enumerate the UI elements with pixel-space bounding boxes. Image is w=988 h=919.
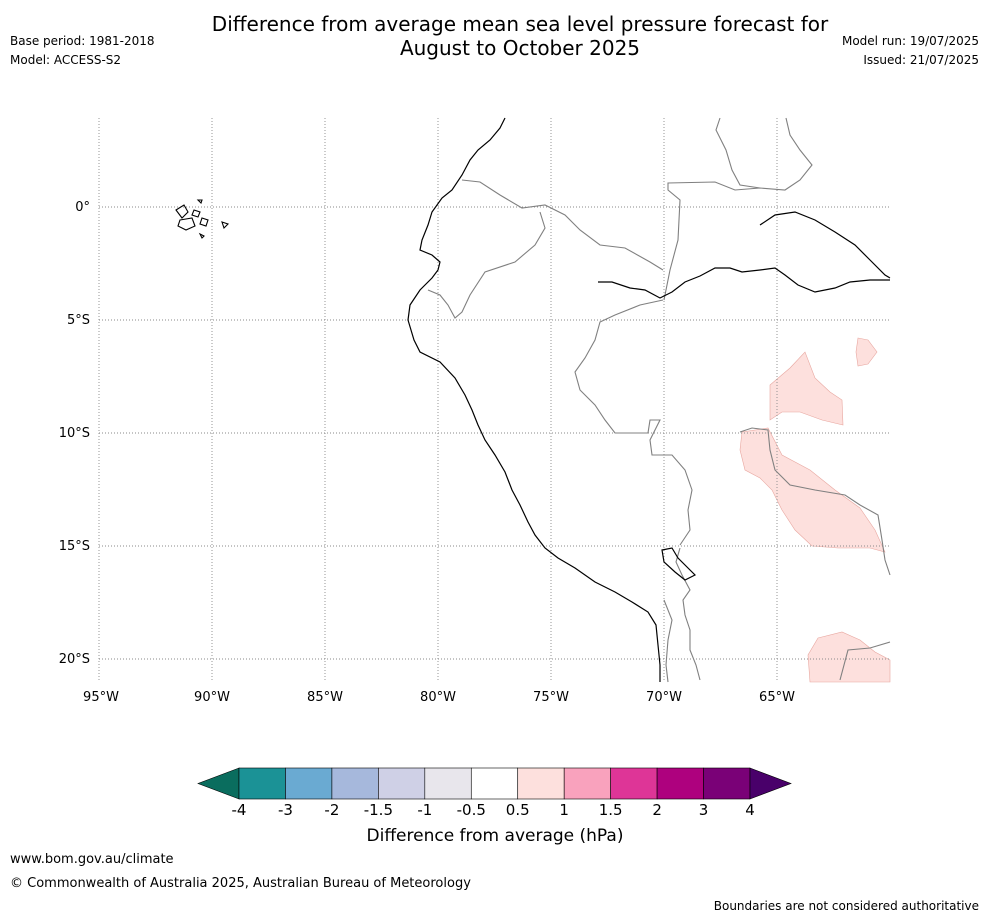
border-peru-bolivia [675, 547, 701, 681]
model-name: Model: ACCESS-S2 [10, 53, 122, 67]
colorbar-tick-label: -1.5 [364, 801, 393, 819]
lon-label: 95°W [83, 690, 119, 705]
colorbar-segment [238, 767, 286, 800]
colorbar-tick-label: -0.5 [457, 801, 486, 819]
border-peru-brazil [574, 299, 693, 546]
lon-label: 65°W [759, 690, 795, 705]
colorbar-tick-label: 1.5 [599, 801, 623, 819]
lon-label: 85°W [307, 690, 343, 705]
lon-label: 90°W [194, 690, 230, 705]
border-ecuador-peru [427, 211, 546, 319]
colorbar-tick-label: 1 [559, 801, 569, 819]
shading-region-south [807, 631, 891, 683]
meta-right: Model run: 19/07/2025 Issued: 21/07/2025 [842, 32, 979, 70]
colorbar-tick-label: 3 [699, 801, 709, 819]
colorbar-extend-low [197, 767, 240, 800]
colorbar-segment [470, 767, 519, 800]
colorbar-tick-label: 4 [745, 801, 755, 819]
footer-copyright: © Commonwealth of Australia 2025, Austra… [10, 876, 471, 891]
colorbar: -4 -3 -2 -1.5 -1 -0.5 0.5 1 1.5 2 3 4 [197, 767, 792, 819]
title-line-2: August to October 2025 [399, 36, 641, 60]
title-line-1: Difference from average mean sea level p… [211, 12, 829, 36]
border-chile-bolivia [663, 599, 673, 683]
colorbar-tick-label: -2 [324, 801, 339, 819]
issued-date: Issued: 21/07/2025 [863, 53, 979, 67]
chart-title: Difference from average mean sea level p… [190, 12, 850, 60]
model-run: Model run: 19/07/2025 [841, 34, 979, 48]
country-borders [427, 117, 891, 683]
northern-coast [759, 211, 891, 279]
amazon-river [598, 267, 890, 299]
footer-url[interactable]: www.bom.gov.au/climate [10, 852, 174, 867]
lon-label: 70°W [646, 690, 682, 705]
border-brazil-colombia [663, 117, 813, 301]
lat-label: 20°S [59, 652, 90, 667]
lat-label: 5°S [67, 313, 90, 328]
footer-note: Boundaries are not considered authoritat… [713, 899, 979, 913]
colorbar-segment [285, 767, 333, 800]
galapagos-islands [175, 199, 230, 239]
base-period: Base period: 1981-2018 [10, 34, 155, 48]
lake-titicaca [661, 547, 697, 581]
colorbar-tick-label: 2 [652, 801, 662, 819]
pacific-coastline [407, 117, 661, 682]
colorbar-label: Difference from average (hPa) [366, 826, 624, 846]
border-venezuela [715, 117, 761, 189]
lon-label: 80°W [420, 690, 456, 705]
meta-left: Base period: 1981-2018 Model: ACCESS-S2 [10, 32, 155, 70]
latitude-labels: 0° 5°S 10°S 15°S 20°S [59, 200, 90, 667]
colorbar-tick-label: -4 [232, 801, 247, 819]
lon-label: 75°W [533, 690, 569, 705]
shading-region-north [769, 351, 844, 426]
shading-region-small [855, 337, 878, 367]
anomaly-shading [739, 337, 891, 683]
longitude-labels: 95°W 90°W 85°W 80°W 75°W 70°W 65°W [83, 690, 795, 705]
lat-label: 15°S [59, 539, 90, 554]
colorbar-tick-label: -3 [278, 801, 293, 819]
colorbar-segment [563, 767, 611, 800]
colorbar-segment [424, 767, 472, 800]
colorbar-segment [378, 767, 426, 800]
border-colombia-ecuador [461, 179, 664, 271]
border-bolivia-brazil [739, 427, 891, 576]
gridlines [98, 118, 890, 682]
colorbar-segment [703, 767, 751, 800]
coastlines [407, 117, 891, 682]
colorbar-tick-label: -1 [417, 801, 432, 819]
colorbar-segment [517, 767, 565, 800]
colorbar-extend-high [749, 767, 792, 800]
border-paraguay [839, 641, 891, 681]
lat-label: 10°S [59, 426, 90, 441]
colorbar-segment [656, 767, 704, 800]
lat-label: 0° [75, 200, 90, 215]
colorbar-tick-label: 0.5 [506, 801, 530, 819]
colorbar-segment [331, 767, 379, 800]
colorbar-segment [610, 767, 658, 800]
